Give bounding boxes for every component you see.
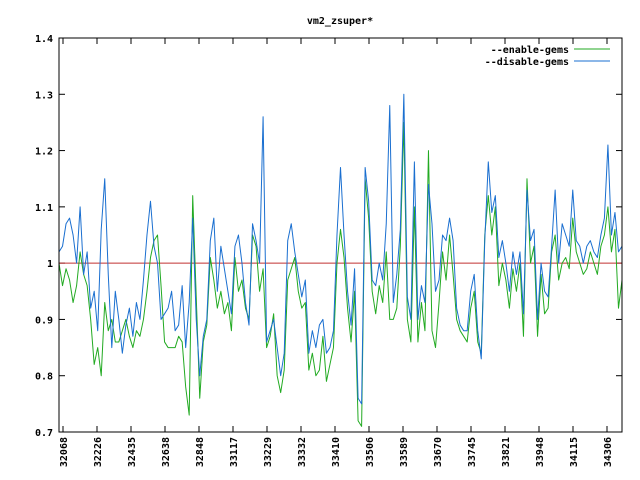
x-tick-label-33821: 33821: [501, 437, 512, 467]
series-layer: [58, 93, 623, 427]
x-tick-label-33410: 33410: [331, 437, 342, 467]
x-tick-label-33745: 33745: [467, 437, 478, 467]
legend: --enable-gems --disable-gems: [485, 45, 610, 68]
plot-frame: [58, 37, 623, 433]
x-tick-label-34115: 34115: [569, 437, 580, 467]
y-tick-label-0-7: 0.7: [35, 428, 53, 439]
x-tick-label-33506: 33506: [365, 437, 376, 467]
y-tick-label-1-3: 1.3: [35, 90, 53, 101]
x-tick-label-33229: 33229: [263, 437, 274, 467]
x-tick-label-34306: 34306: [603, 437, 614, 467]
x-tick-label-33589: 33589: [399, 437, 410, 467]
x-tick-label-32435: 32435: [127, 437, 138, 467]
y-tick-label-1-4: 1.4: [35, 34, 53, 45]
y-tick-label-0-9: 0.9: [35, 315, 53, 326]
x-tick-label-33332: 33332: [297, 437, 308, 467]
x-tick-label-33948: 33948: [535, 437, 546, 467]
x-tick-label-32068: 32068: [59, 437, 70, 467]
x-axis: 32068 32226 32435 32638 32848 33117 33229 33332…: [59, 38, 614, 467]
y-tick-label-1-2: 1.2: [35, 147, 53, 158]
y-tick-label-1-1: 1.1: [35, 203, 53, 214]
x-tick-label-33117: 33117: [229, 437, 240, 467]
legend-label-disable-gems: --disable-gems: [485, 56, 569, 68]
x-tick-label-33670: 33670: [433, 437, 444, 467]
x-tick-label-32226: 32226: [93, 437, 104, 467]
series-line-disable-gems: [58, 93, 623, 405]
chart-title: vm2_zsuper*: [307, 16, 373, 27]
x-tick-label-32848: 32848: [195, 437, 206, 467]
x-tick-label-32638: 32638: [161, 437, 172, 467]
y-tick-label-1: 1: [47, 259, 53, 270]
legend-label-enable-gems: --enable-gems: [491, 45, 569, 56]
y-tick-label-0-8: 0.8: [35, 372, 53, 383]
